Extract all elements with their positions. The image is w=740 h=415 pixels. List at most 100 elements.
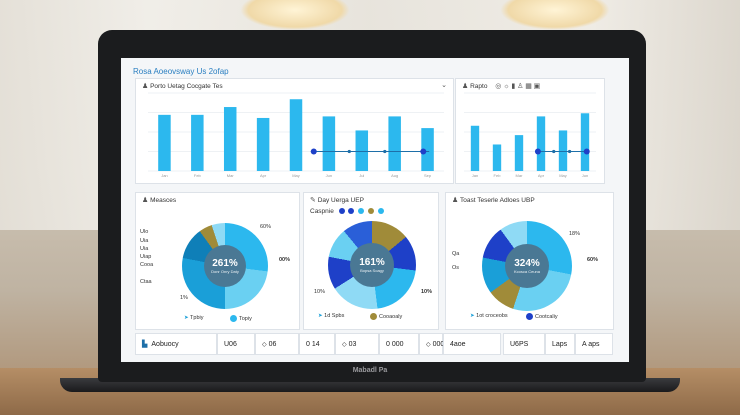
bar[interactable] bbox=[256, 117, 270, 171]
stat-card[interactable]: ◇ 03 bbox=[335, 333, 379, 355]
bar[interactable] bbox=[492, 144, 502, 171]
donut-center-caption: Bopsa Soagy bbox=[360, 268, 384, 273]
bar[interactable] bbox=[289, 99, 303, 171]
bar[interactable] bbox=[421, 128, 434, 171]
panel-title: ✎ Day Uerga UEP bbox=[310, 196, 364, 204]
filter-dot-icon[interactable] bbox=[338, 208, 345, 215]
side-label: Uia bbox=[140, 238, 149, 244]
panel-title: ♟ Rapto ◎ ☼ ▮ ♙ ▦ ▣ bbox=[462, 82, 540, 90]
tick-label: May bbox=[559, 173, 567, 178]
legend-item: Cootcaliy bbox=[526, 313, 558, 320]
legend-item: ➤ 1d Spbs bbox=[318, 313, 345, 319]
panel-title-text: Day Uerga UEP bbox=[317, 197, 364, 204]
filter-dot-icon[interactable] bbox=[368, 208, 375, 215]
bar[interactable] bbox=[355, 130, 369, 171]
stat-card[interactable]: 0 000 bbox=[379, 333, 419, 355]
tick-label: May bbox=[292, 173, 300, 178]
signal-icon[interactable]: ▮ bbox=[511, 83, 516, 90]
bar[interactable] bbox=[580, 113, 590, 171]
diamond-icon: ◇ bbox=[342, 341, 347, 348]
stat-card[interactable]: U6PS bbox=[503, 333, 545, 355]
donut-center-caption: Donr Onry Daty bbox=[211, 269, 239, 274]
overlay-point[interactable] bbox=[534, 148, 541, 155]
pct-label: 10% bbox=[421, 289, 433, 295]
overlay-point[interactable] bbox=[583, 148, 590, 155]
side-label: Uia bbox=[140, 246, 149, 252]
panel-title-text: Rapto bbox=[470, 83, 488, 90]
donut-panel-1: ♟ Measces 261% Donr Onry Daty 60% 00% Ul… bbox=[135, 192, 300, 330]
tick-label: Jun bbox=[326, 173, 332, 178]
bar[interactable] bbox=[388, 116, 401, 171]
panel-title: ♟ Toast Teserle Adloes UBP bbox=[452, 196, 535, 204]
filter-dot-icon[interactable] bbox=[348, 208, 355, 215]
diamond-icon: ◇ bbox=[262, 341, 267, 348]
overlay-point[interactable] bbox=[552, 149, 556, 154]
legend-item: ➤ 1ot croceobs bbox=[470, 313, 508, 319]
calendar-icon[interactable]: ▦ bbox=[525, 83, 532, 90]
side-label: Ulo bbox=[140, 229, 149, 235]
panel-title: ♟ Measces bbox=[142, 196, 176, 204]
bar[interactable] bbox=[558, 130, 568, 171]
stat-label: Laps bbox=[552, 340, 568, 348]
overlay-point[interactable] bbox=[383, 149, 387, 154]
user-icon: ♟ bbox=[142, 197, 149, 204]
stat-card[interactable]: 4aoe bbox=[443, 333, 501, 355]
bar-chart-panel: ♟ Porto Uetag Cocgate Tes ⌄ Jan Feb Mar Apr… bbox=[135, 78, 454, 184]
stat-card[interactable]: 0 14 bbox=[299, 333, 335, 355]
stat-card[interactable]: ◇ 06 bbox=[255, 333, 299, 355]
user-icon: ♟ bbox=[452, 197, 459, 204]
donut-center: 324% Kcosca Ceuna bbox=[505, 244, 549, 288]
legend-label: Tpbiy bbox=[190, 315, 204, 321]
stat-value: 000 bbox=[432, 340, 445, 348]
bar[interactable] bbox=[191, 114, 204, 171]
filter-dot-icon[interactable] bbox=[358, 208, 365, 215]
stat-label: 4aoe bbox=[450, 340, 466, 348]
legend-item: Topiy bbox=[230, 315, 252, 322]
stat-card[interactable]: Laps bbox=[545, 333, 575, 355]
bar[interactable] bbox=[536, 116, 546, 171]
bar[interactable] bbox=[223, 107, 237, 171]
bar[interactable] bbox=[470, 125, 480, 171]
donut-panel-2: ✎ Day Uerga UEP Caspnie 161% Bopsa Soagy… bbox=[303, 192, 439, 330]
calendar-icon: ✎ bbox=[310, 197, 316, 204]
donut-panel-3: ♟ Toast Teserle Adloes UBP 324% Kcosca C… bbox=[445, 192, 614, 330]
stat-card[interactable]: ◇ 000 bbox=[419, 333, 445, 355]
target-icon[interactable]: ◎ bbox=[495, 83, 502, 90]
pct-label: 00% bbox=[279, 257, 291, 263]
pct-label: 18% bbox=[569, 231, 581, 237]
overlay-point[interactable] bbox=[310, 148, 317, 155]
pct-label: 10% bbox=[314, 289, 326, 295]
bar[interactable] bbox=[514, 135, 524, 171]
filter-dot-icon[interactable] bbox=[377, 208, 384, 215]
side-label: Ctaa bbox=[140, 279, 152, 285]
legend-item: ➤ Tpbiy bbox=[184, 315, 204, 321]
laptop-brand: Mabadl Pa bbox=[352, 367, 388, 374]
legend-label: 1ot croceobs bbox=[476, 313, 508, 319]
chevron-down-icon[interactable]: ⌄ bbox=[441, 82, 447, 89]
dashboard-screen: Rosa Aoeovsway Us 2ofap ♟ Porto Uetag Co… bbox=[121, 58, 629, 362]
save-icon[interactable]: ▣ bbox=[533, 83, 541, 90]
stat-label: Aobuocy bbox=[151, 340, 179, 348]
user-icon[interactable]: ♙ bbox=[517, 83, 524, 90]
legend-item: Cooaoaly bbox=[370, 313, 402, 320]
side-label: Uiap bbox=[140, 254, 152, 260]
bar[interactable] bbox=[158, 114, 171, 171]
pct-label: 1% bbox=[180, 295, 188, 301]
bulb-icon[interactable]: ☼ bbox=[503, 83, 510, 90]
tick-label: Sep bbox=[424, 173, 432, 178]
stat-card[interactable]: ▙ Aobuocy bbox=[135, 333, 217, 355]
bar[interactable] bbox=[322, 116, 336, 171]
overlay-point[interactable] bbox=[347, 149, 351, 154]
stat-value: 06 bbox=[268, 340, 277, 348]
overlay-point[interactable] bbox=[568, 149, 572, 154]
tick-label: Jun bbox=[582, 173, 588, 178]
stat-card[interactable]: A aps bbox=[575, 333, 613, 355]
donut-center-value: 324% bbox=[514, 258, 540, 269]
overlay-point[interactable] bbox=[420, 148, 427, 155]
panel-toolbar: Caspnie bbox=[310, 208, 386, 215]
dashboard-title: Rosa Aoeovsway Us 2ofap bbox=[133, 67, 229, 76]
panel-title-text: Porto Uetag Cocgate Tes bbox=[150, 83, 223, 90]
stat-card[interactable]: U06 bbox=[217, 333, 255, 355]
tick-label: Mar bbox=[227, 173, 235, 178]
tick-label: Feb bbox=[494, 173, 502, 178]
